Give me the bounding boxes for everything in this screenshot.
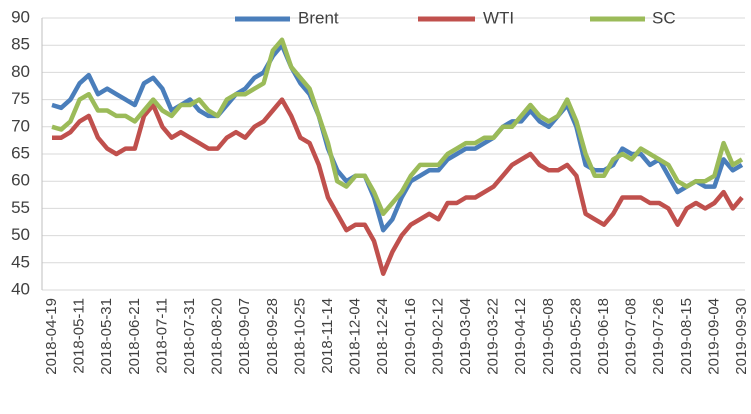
series-line [51, 42, 744, 233]
series-line [51, 37, 744, 217]
y-tick-label: 90 [11, 7, 30, 26]
x-tick-label: 2018-09-07 [236, 298, 253, 375]
x-tick-label: 2019-07-08 [623, 298, 640, 375]
x-tick-label: 2018-04-19 [43, 298, 60, 375]
x-tick-label: 2019-09-04 [705, 298, 722, 375]
x-tick-label: 2018-12-04 [347, 298, 364, 375]
y-tick-label: 80 [11, 62, 30, 81]
x-tick-label: 2018-05-11 [71, 298, 88, 374]
y-tick-label: 45 [11, 252, 30, 271]
x-tick-label: 2019-05-28 [567, 298, 584, 375]
legend-label: WTI [483, 8, 514, 27]
x-tick-label: 2019-06-18 [595, 298, 612, 375]
plot: 40 45 50 55 60 65 70 75 80 85 90 2018-04-19 2018-05-… [11, 7, 750, 374]
legend-label: SC [652, 8, 676, 27]
y-tick-label: 40 [11, 279, 30, 298]
x-tick-label: 2019-07-26 [650, 298, 667, 375]
x-tick-label: 2019-09-30 [733, 298, 750, 375]
x-tick-label: 2019-03-22 [485, 298, 502, 375]
x-tick-label: 2018-07-11 [153, 298, 170, 374]
legend-label: Brent [298, 8, 339, 27]
y-tick-label: 50 [11, 225, 30, 244]
x-tick-label: 2019-05-08 [540, 298, 557, 375]
y-tick-label: 70 [11, 116, 30, 135]
x-tick-label: 2018-06-21 [126, 298, 143, 375]
x-tick-label: 2019-01-16 [402, 298, 419, 375]
x-tick-label: 2019-02-12 [429, 298, 446, 375]
y-tick-label: 60 [11, 171, 30, 190]
y-tick-label: 65 [11, 143, 30, 162]
x-tick-label: 2018-05-31 [98, 298, 115, 375]
x-tick-label: 2018-10-25 [291, 298, 308, 375]
series-line [52, 97, 744, 276]
x-tick-label: 2018-11-14 [319, 298, 336, 374]
x-tick-label: 2019-04-12 [512, 298, 529, 375]
x-tick-label: 2019-03-04 [457, 298, 474, 375]
y-tick-label: 85 [11, 35, 30, 54]
x-tick-label: 2018-12-24 [374, 298, 391, 375]
y-tick-label: 55 [11, 198, 30, 217]
x-tick-label: 2018-08-20 [209, 298, 226, 375]
x-tick-label: 2018-09-28 [264, 298, 281, 375]
x-tick-label: 2018-07-31 [181, 298, 198, 375]
x-tick-label: 2019-08-15 [678, 298, 695, 375]
y-tick-label: 75 [11, 89, 30, 108]
